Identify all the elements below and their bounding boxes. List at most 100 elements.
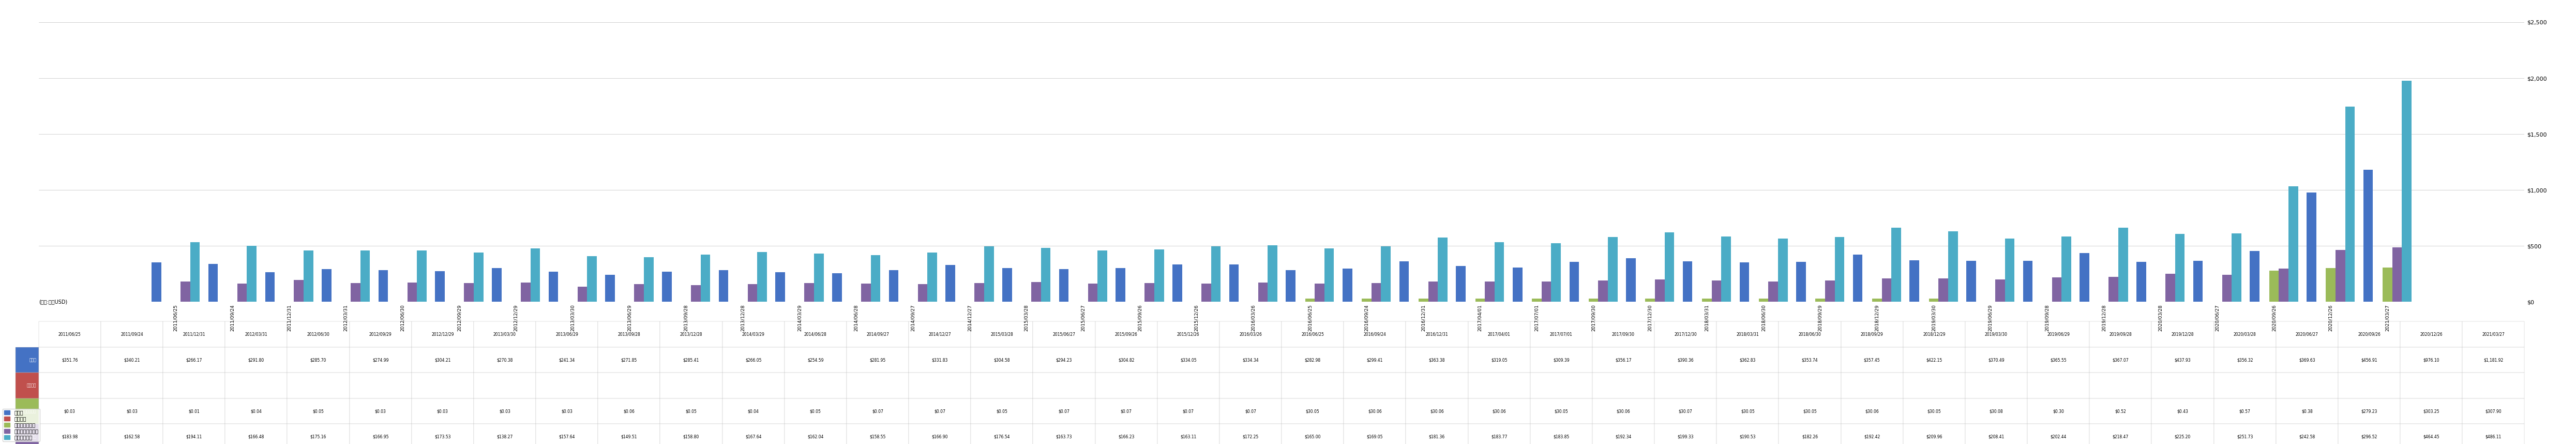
Bar [1041, 248, 1051, 302]
Bar [757, 252, 768, 302]
Bar [1512, 267, 1522, 302]
Bar [1646, 298, 1654, 302]
Bar [1909, 261, 1919, 302]
Bar [237, 284, 247, 302]
Bar [1883, 278, 1891, 302]
Bar [1476, 298, 1484, 302]
Bar [587, 256, 598, 302]
Bar [1682, 262, 1692, 302]
Bar [2110, 277, 2117, 302]
Bar [2280, 269, 2287, 302]
Bar [1703, 298, 1710, 302]
Bar [1381, 246, 1391, 302]
Bar [1342, 269, 1352, 302]
Bar [1437, 238, 1448, 302]
Bar [531, 249, 541, 302]
Bar [1154, 249, 1164, 302]
Bar [1257, 283, 1267, 302]
Bar [2117, 228, 2128, 302]
Bar [1115, 268, 1126, 302]
Bar [247, 246, 258, 302]
Bar [1852, 255, 1862, 302]
Bar [2326, 268, 2336, 302]
Bar [1607, 237, 1618, 302]
Bar [1597, 281, 1607, 302]
Bar [1540, 281, 1551, 302]
Bar [1533, 298, 1540, 302]
Bar [520, 282, 531, 302]
Bar [1419, 298, 1427, 302]
Bar [984, 246, 994, 302]
Bar [2004, 238, 2014, 302]
Bar [1097, 251, 1108, 302]
Bar [1569, 262, 1579, 302]
Bar [407, 282, 417, 302]
Bar [2269, 271, 2280, 302]
Bar [417, 250, 428, 302]
Bar [1965, 261, 1976, 302]
Bar [2061, 236, 2071, 302]
Bar [804, 283, 814, 302]
Bar [917, 284, 927, 302]
Bar [2362, 170, 2372, 302]
Bar [2053, 278, 2061, 302]
Bar [361, 251, 371, 302]
Bar [719, 270, 729, 302]
Bar [2336, 250, 2344, 302]
Legend: 買掛金, 繰延収益, 短期有利子負債, その他の流動負債, 流動負債合計: 買掛金, 繰延収益, 短期有利子負債, その他の流動負債, 流動負債合計 [3, 408, 39, 441]
Bar [1267, 245, 1278, 302]
Bar [690, 285, 701, 302]
Bar [1767, 281, 1777, 302]
Bar [1399, 261, 1409, 302]
Bar [1455, 266, 1466, 302]
Bar [1087, 284, 1097, 302]
Bar [2306, 193, 2316, 302]
Bar [2079, 253, 2089, 302]
Bar [1002, 268, 1012, 302]
Bar [1873, 298, 1883, 302]
Bar [265, 272, 276, 302]
Bar [1314, 283, 1324, 302]
Bar [889, 270, 899, 302]
Bar [1324, 249, 1334, 302]
Bar [492, 268, 502, 302]
Bar [2174, 234, 2184, 302]
Bar [1940, 278, 1947, 302]
Bar [1370, 283, 1381, 302]
Bar [2287, 186, 2298, 302]
Bar [180, 281, 191, 302]
Bar [605, 275, 616, 302]
Bar [832, 274, 842, 302]
Bar [1172, 265, 1182, 302]
Bar [945, 265, 956, 302]
Bar [2401, 81, 2411, 302]
Bar [549, 272, 559, 302]
Bar [662, 271, 672, 302]
Bar [1030, 282, 1041, 302]
Bar [2166, 274, 2174, 302]
Bar [644, 257, 654, 302]
Bar [1929, 298, 1940, 302]
Bar [1551, 243, 1561, 302]
Bar [1306, 298, 1314, 302]
Bar [2231, 234, 2241, 302]
Bar [294, 280, 304, 302]
Bar [871, 255, 881, 302]
Bar [1739, 262, 1749, 302]
Bar [1891, 228, 1901, 302]
Bar [701, 255, 711, 302]
Bar [435, 271, 446, 302]
Bar [1427, 281, 1437, 302]
Bar [1710, 281, 1721, 302]
Bar [860, 284, 871, 302]
Bar [1144, 283, 1154, 302]
Bar [1589, 298, 1597, 302]
Bar [1229, 265, 1239, 302]
Bar [2022, 261, 2032, 302]
Bar [1826, 281, 1834, 302]
Bar [814, 254, 824, 302]
Bar [1759, 298, 1767, 302]
Bar [1777, 238, 1788, 302]
Bar [1834, 237, 1844, 302]
Bar [2249, 251, 2259, 302]
